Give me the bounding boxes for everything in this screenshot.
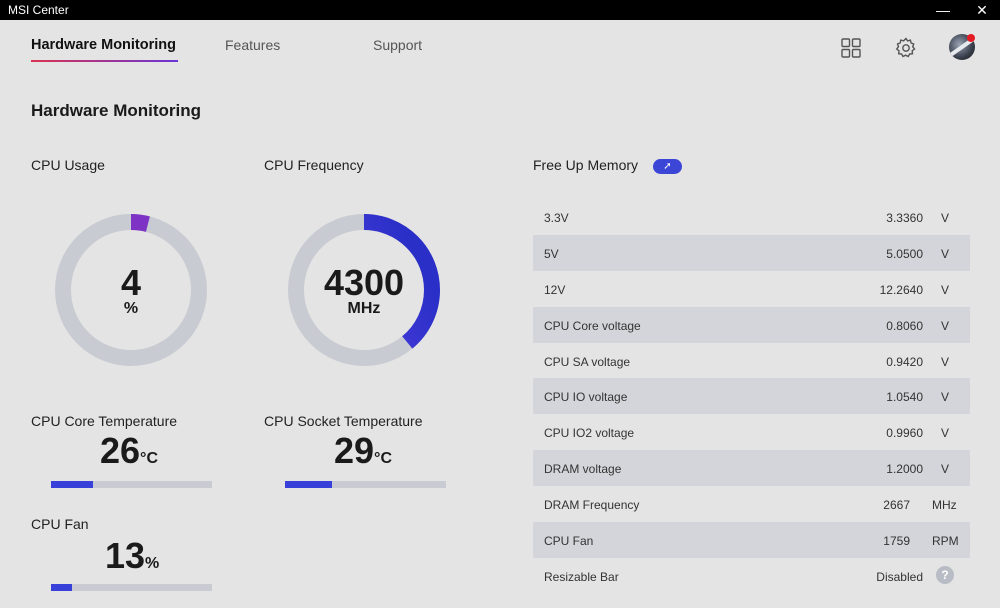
- table-row: 3.3V 3.3360 V: [533, 199, 970, 235]
- row-name: DRAM voltage: [544, 462, 622, 477]
- cpu-core-temp-bar-fill: [51, 481, 93, 488]
- tab-features[interactable]: Features: [225, 37, 281, 53]
- tab-support[interactable]: Support: [373, 37, 423, 53]
- cpu-core-temp-unit: °C: [140, 450, 158, 467]
- grid-icon[interactable]: [839, 36, 863, 60]
- cpu-fan-bar: [51, 584, 212, 591]
- table-row: CPU SA voltage 0.9420 V: [533, 343, 970, 379]
- cpu-socket-temp-label: CPU Socket Temperature: [264, 413, 423, 429]
- row-unit: V: [941, 462, 950, 477]
- tab-hardware-monitoring[interactable]: Hardware Monitoring: [31, 37, 177, 53]
- cpu-socket-temp-value: 29: [334, 430, 375, 471]
- cpu-frequency-value: 4300: [323, 262, 405, 303]
- table-row: 5V 5.0500 V: [533, 234, 970, 271]
- row-unit: RPM: [932, 534, 959, 549]
- row-value: 1759: [883, 534, 910, 549]
- cpu-usage-value: 4: [120, 262, 142, 303]
- cpu-socket-temp-bar: [285, 481, 446, 488]
- cpu-socket-temp-bar-fill: [285, 481, 332, 488]
- table-row: CPU IO2 voltage 0.9960 V: [533, 414, 970, 450]
- row-name: CPU SA voltage: [544, 354, 631, 369]
- cpu-socket-temp-readout: 29°C: [334, 430, 392, 472]
- row-name: CPU Core voltage: [544, 318, 641, 333]
- table-row: CPU IO voltage 1.0540 V: [533, 378, 970, 415]
- row-unit: V: [941, 390, 950, 405]
- cpu-fan-unit: %: [145, 555, 160, 572]
- row-name: Resizable Bar: [544, 569, 619, 584]
- gear-icon[interactable]: [894, 36, 918, 60]
- row-name: 5V: [544, 246, 559, 261]
- row-value: 0.9960: [886, 426, 923, 441]
- row-name: CPU IO voltage: [544, 390, 628, 405]
- page-title: Hardware Monitoring: [31, 101, 202, 120]
- table-row: 12V 12.2640 V: [533, 271, 970, 307]
- row-name: CPU IO2 voltage: [544, 426, 635, 441]
- row-value: Disabled: [876, 569, 923, 584]
- row-unit: V: [941, 211, 950, 225]
- row-value: 2667: [883, 498, 910, 513]
- cpu-core-temp-bar: [51, 481, 212, 488]
- row-unit: V: [941, 318, 950, 333]
- cpu-frequency-unit: MHz: [347, 300, 381, 317]
- cpu-core-temp-label: CPU Core Temperature: [31, 413, 178, 429]
- table-row: DRAM voltage 1.2000 V: [533, 450, 970, 487]
- title-bar: MSI Center — ✕: [0, 0, 1000, 20]
- row-value: 0.8060: [886, 318, 923, 333]
- row-name: DRAM Frequency: [544, 498, 640, 513]
- help-icon[interactable]: ?: [936, 565, 954, 584]
- row-unit: V: [941, 354, 950, 369]
- table-row: CPU Core voltage 0.8060 V: [533, 306, 970, 343]
- row-name: CPU Fan: [544, 534, 594, 549]
- gauge-arc: [288, 214, 440, 366]
- cpu-frequency-gauge: [288, 214, 440, 366]
- row-unit: V: [941, 426, 950, 441]
- row-value: 1.2000: [886, 462, 923, 477]
- row-value: 12.2640: [879, 282, 923, 297]
- free-memory-label: Free Up Memory: [533, 157, 639, 173]
- row-value: 5.0500: [886, 246, 923, 261]
- row-name: 3.3V: [544, 211, 569, 225]
- row-value: 0.9420: [886, 354, 923, 369]
- cpu-core-temp-readout: 26°C: [100, 430, 158, 472]
- close-button[interactable]: ✕: [976, 2, 988, 18]
- row-unit: MHz: [932, 498, 957, 513]
- voltage-table: 3.3V 3.3360 V 5V 5.0500 V 12V 12.2640 V CPU Core …: [533, 199, 970, 594]
- cpu-socket-temp-unit: °C: [374, 450, 392, 467]
- table-row: Resizable Bar Disabled?: [533, 558, 970, 594]
- cpu-usage-gauge: [55, 214, 207, 366]
- table-row: CPU Fan 1759 RPM: [533, 522, 970, 558]
- free-memory-button[interactable]: ➚: [653, 159, 682, 174]
- active-tab-indicator: [31, 60, 178, 62]
- cpu-fan-bar-fill: [51, 584, 72, 591]
- top-nav: Hardware Monitoring Features Support: [0, 20, 1000, 76]
- table-row: DRAM Frequency 2667 MHz: [533, 486, 970, 522]
- cpu-fan-label: CPU Fan: [31, 516, 89, 532]
- notification-dot: [967, 34, 975, 42]
- row-value: 1.0540: [886, 390, 923, 405]
- gauge-arc: [55, 214, 207, 366]
- minimize-button[interactable]: —: [936, 2, 950, 18]
- row-unit: V: [941, 282, 950, 297]
- row-unit: V: [941, 246, 950, 261]
- cpu-usage-unit: %: [123, 300, 139, 317]
- cpu-frequency-label: CPU Frequency: [264, 157, 364, 173]
- app-title: MSI Center: [8, 3, 69, 17]
- row-name: 12V: [544, 282, 566, 297]
- cpu-fan-value: 13: [105, 535, 146, 576]
- cpu-core-temp-value: 26: [100, 430, 141, 471]
- cpu-usage-label: CPU Usage: [31, 157, 105, 173]
- cpu-fan-readout: 13%: [105, 535, 159, 577]
- row-value: 3.3360: [886, 211, 923, 225]
